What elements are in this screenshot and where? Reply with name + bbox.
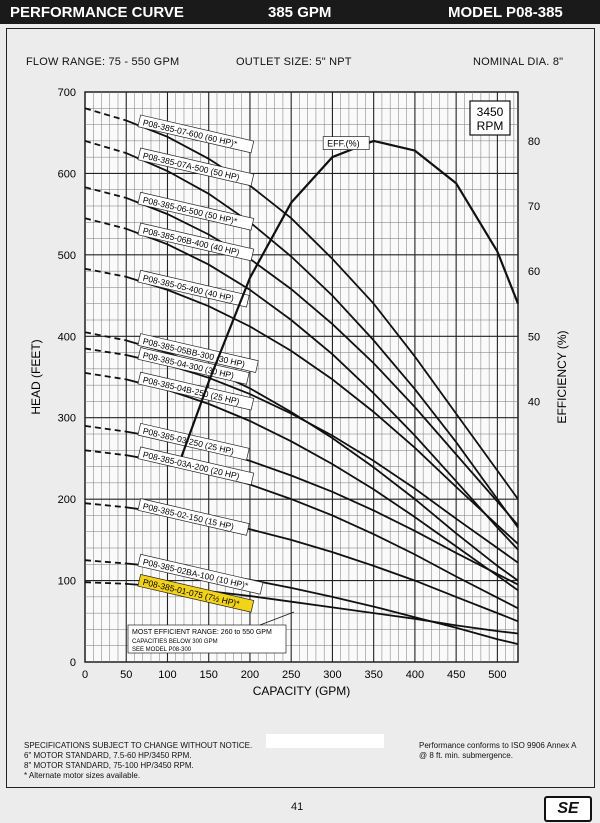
- nominal-diameter: NOMINAL DIA. 8": [473, 56, 564, 68]
- footer-notes: SPECIFICATIONS SUBJECT TO CHANGE WITHOUT…: [24, 741, 252, 781]
- footer-submergence: @ 8 ft. min. submergence.: [419, 751, 513, 760]
- pump-curve: [125, 378, 519, 592]
- x-tick-label: 150: [200, 669, 218, 681]
- curve-label-box: [137, 573, 255, 613]
- curve-label-box: [137, 498, 250, 536]
- footer-note-4: * Alternate motor sizes available.: [24, 771, 141, 780]
- pump-curve: [125, 152, 519, 529]
- curve-label-box: [137, 147, 255, 187]
- pump-curve-dashed: [84, 449, 127, 457]
- y2-axis-label: EFFICIENCY (%): [555, 330, 569, 423]
- x-tick-label: 250: [282, 669, 300, 681]
- y-tick-label: 600: [58, 168, 76, 180]
- y2-tick-label: 70: [528, 201, 540, 213]
- pump-curve-dashed: [84, 140, 127, 154]
- y-tick-label: 400: [58, 331, 76, 343]
- curve-label-box: [137, 269, 250, 308]
- page-number: 41: [291, 801, 304, 813]
- efficiency-label-box: [322, 136, 370, 150]
- x-tick-label: 300: [323, 669, 341, 681]
- footer-iso: Performance conforms to ISO 9906 Annex A: [419, 741, 577, 750]
- blank-box: [266, 734, 384, 748]
- curve-label-box: [137, 422, 250, 461]
- footer-note-3: 8" MOTOR STANDARD, 75-100 HP/3450 RPM.: [24, 761, 194, 770]
- pump-curve-dashed: [84, 425, 127, 433]
- pump-curve: [125, 227, 519, 551]
- curve-label-box: [137, 347, 250, 385]
- x-axis-label: CAPACITY (GPM): [253, 684, 351, 698]
- x-tick-label: 100: [158, 669, 176, 681]
- note-leader-line: [259, 611, 295, 626]
- y-tick-label: 300: [58, 413, 76, 425]
- rpm-unit: RPM: [477, 119, 504, 133]
- note-line-1: MOST EFFICIENT RANGE: 260 to 550 GPM: [132, 629, 272, 636]
- y-tick-label: 200: [58, 494, 76, 506]
- curve-label-box: [137, 446, 255, 486]
- x-tick-label: 200: [241, 669, 259, 681]
- curve-label-box: [137, 333, 259, 373]
- x-tick-label: 0: [82, 669, 88, 681]
- pump-curve-dashed: [84, 347, 127, 356]
- note-line-3: SEE MODEL P08-300: [132, 647, 192, 653]
- curve-label-box: [137, 191, 255, 231]
- pump-curve-dashed: [84, 217, 127, 230]
- pump-curve: [125, 354, 519, 564]
- y2-tick-label: 80: [528, 136, 540, 148]
- rpm-value: 3450: [477, 105, 504, 119]
- x-tick-label: 500: [488, 669, 506, 681]
- pump-curve-dashed: [84, 502, 127, 509]
- y-tick-label: 700: [58, 87, 76, 99]
- pump-curve: [125, 197, 519, 526]
- pump-curve-dashed: [84, 372, 127, 381]
- pump-curve: [125, 275, 519, 545]
- rpm-box: [469, 100, 511, 136]
- company-logo: SE: [544, 796, 592, 822]
- pump-curve-dashed: [84, 559, 127, 565]
- pump-curve-dashed: [84, 267, 127, 278]
- pump-curve-dashed: [84, 107, 127, 122]
- banner-title: PERFORMANCE CURVE: [10, 4, 184, 21]
- footer-conformance: Performance conforms to ISO 9906 Annex A…: [419, 741, 576, 761]
- curve-label-box: [137, 553, 264, 595]
- x-tick-label: 350: [364, 669, 382, 681]
- x-tick-label: 50: [120, 669, 132, 681]
- pump-curve-dashed: [84, 581, 127, 585]
- banner-gpm: 385 GPM: [268, 4, 332, 21]
- curve-label-box: [137, 371, 255, 411]
- curve-label-box: [137, 114, 255, 154]
- x-tick-label: 400: [406, 669, 424, 681]
- x-tick-label: 450: [447, 669, 465, 681]
- y-axis-label: HEAD (FEET): [29, 339, 43, 414]
- outlet-size: OUTLET SIZE: 5" NPT: [236, 56, 352, 68]
- efficiency-label: EFF.(%): [327, 139, 360, 149]
- efficient-range-note: [127, 624, 287, 654]
- y2-tick-label: 40: [528, 396, 540, 408]
- y-tick-label: 0: [70, 657, 76, 669]
- pump-curve-dashed: [84, 331, 127, 342]
- y-tick-label: 500: [58, 250, 76, 262]
- pump-curve-dashed: [84, 186, 127, 199]
- y2-tick-label: 60: [528, 266, 540, 278]
- y2-tick-label: 50: [528, 331, 540, 343]
- pump-curve: [125, 119, 519, 500]
- footer-note-2: 6" MOTOR STANDARD, 7.5-60 HP/3450 RPM.: [24, 751, 192, 760]
- flow-range: FLOW RANGE: 75 - 550 GPM: [26, 56, 180, 68]
- banner-model: MODEL P08-385: [448, 4, 563, 21]
- footer-note-1: SPECIFICATIONS SUBJECT TO CHANGE WITHOUT…: [24, 741, 253, 750]
- y-tick-label: 100: [58, 576, 76, 588]
- title-banner: PERFORMANCE CURVE 385 GPM MODEL P08-385: [0, 0, 600, 24]
- note-line-2: CAPACITIES BELOW 300 GPM: [132, 639, 218, 645]
- curve-label-box: [137, 222, 255, 262]
